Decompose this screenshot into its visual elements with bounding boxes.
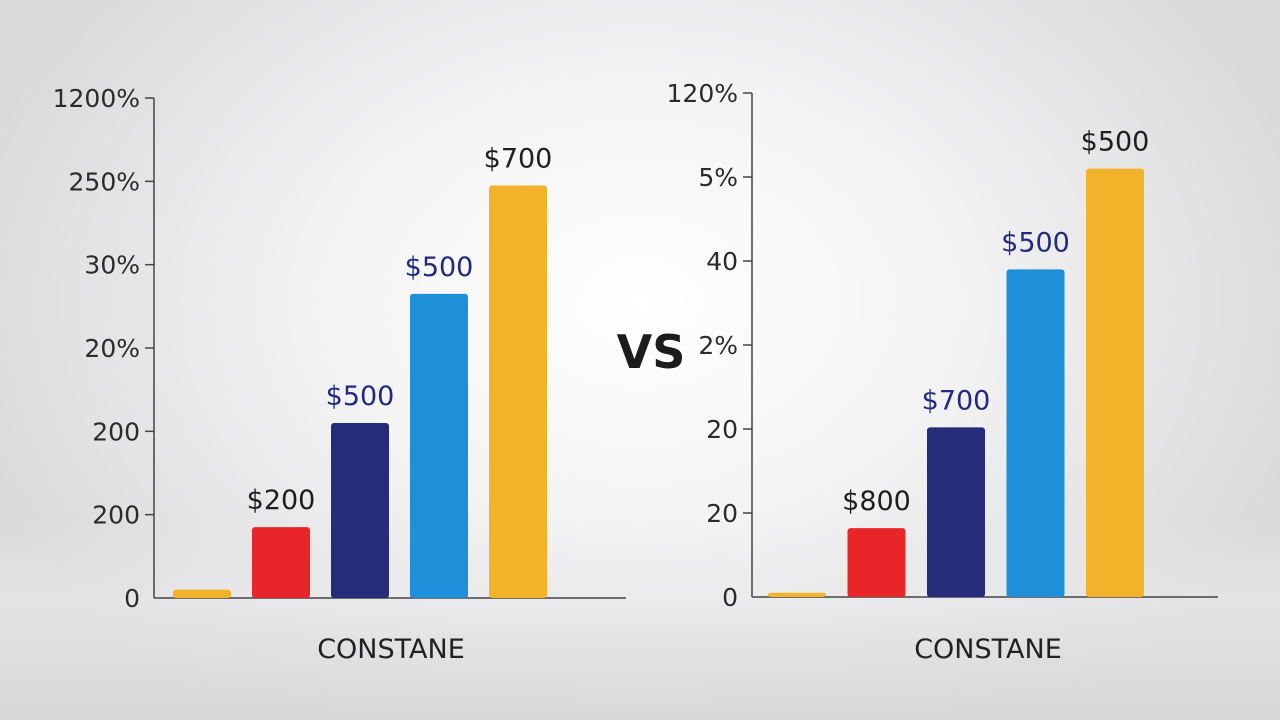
bar-data-label: $500 [1081, 127, 1150, 158]
bar-data-label: $200 [247, 485, 316, 516]
y-tick-label: 20% [84, 334, 140, 363]
bar [927, 427, 985, 597]
y-tick-label: 250% [69, 167, 140, 196]
bar-data-label: $700 [484, 144, 553, 175]
bar-data-label: $700 [922, 385, 991, 416]
x-axis-title: CONSTANE [317, 634, 465, 665]
y-tick-label: 5% [698, 163, 738, 192]
y-tick-label: 200 [92, 501, 140, 530]
bar-data-label: $500 [1001, 227, 1070, 258]
bar-data-label: $500 [326, 381, 395, 412]
bar [768, 592, 826, 597]
floor-reflection [0, 520, 1280, 720]
bar-data-label: $500 [405, 252, 474, 283]
bar [252, 527, 310, 598]
y-tick-label: 20 [706, 499, 738, 528]
y-tick-label: 120% [667, 79, 738, 108]
bar [1086, 168, 1144, 597]
bar [173, 589, 231, 598]
vs-label: VS [616, 325, 686, 379]
y-tick-label: 200 [92, 417, 140, 446]
bar [410, 293, 468, 598]
y-tick-label: 20 [706, 415, 738, 444]
bar [489, 185, 547, 598]
y-tick-label: 40 [706, 247, 738, 276]
y-tick-label: 0 [124, 584, 140, 613]
left-bar-chart: 0 200 200 20% 30% 250% 1200% $200 $500 $500 $700 CO… [53, 84, 626, 665]
y-tick-label: 2% [698, 331, 738, 360]
y-tick-label: 0 [722, 583, 738, 612]
bar [1006, 269, 1065, 597]
bar [847, 528, 906, 597]
bar [331, 423, 389, 598]
y-tick-label: 1200% [53, 84, 140, 113]
x-axis-title: CONSTANE [914, 634, 1062, 665]
bar-data-label: $800 [842, 486, 911, 517]
y-tick-label: 30% [84, 251, 140, 280]
